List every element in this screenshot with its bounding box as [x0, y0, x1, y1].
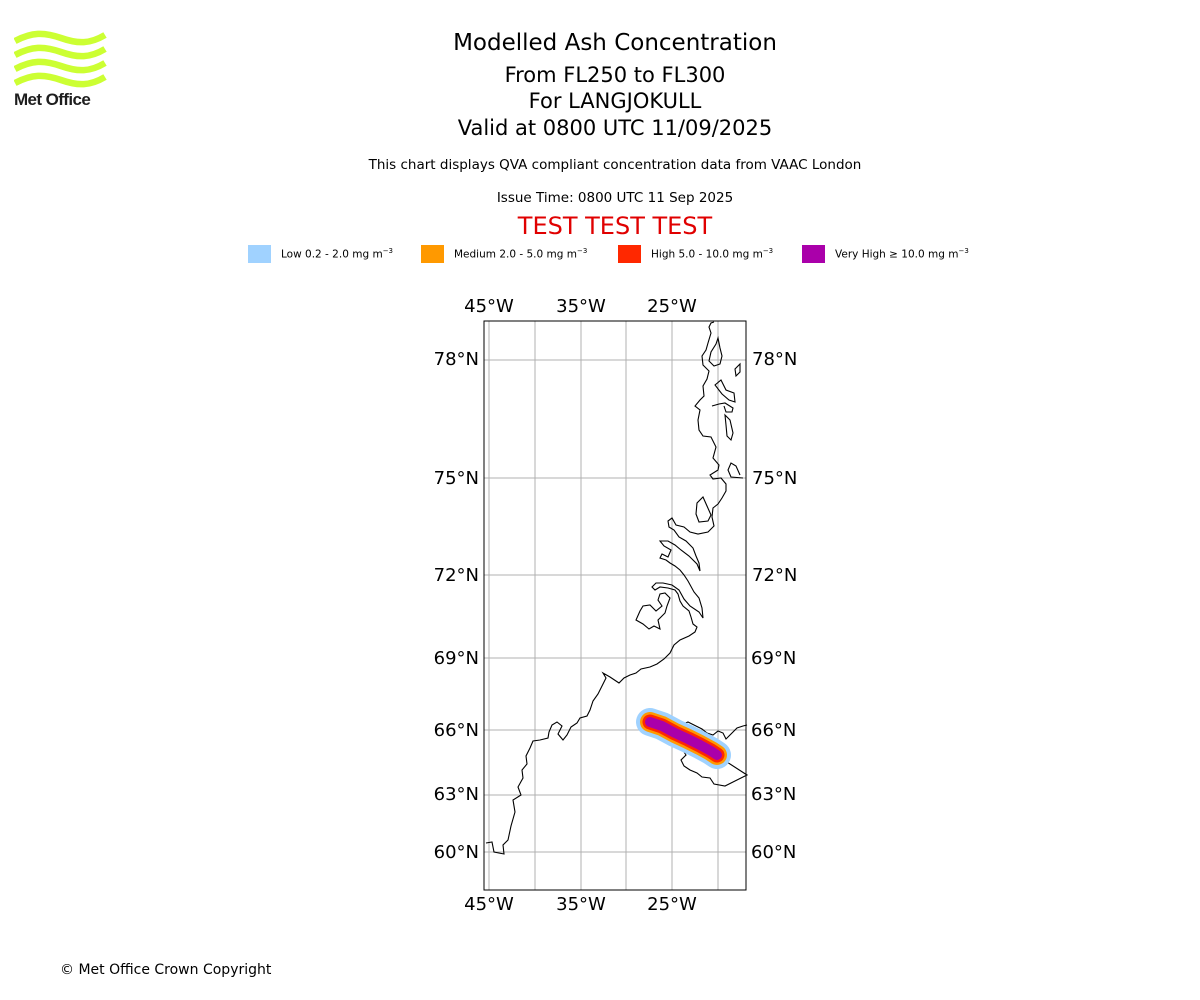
lat-label: 60°N — [751, 842, 796, 863]
legend-high-label: High 5.0 - 10.0 mg m−3 — [651, 246, 774, 261]
medium-swatch — [421, 244, 444, 263]
legend-low-label: Low 0.2 - 2.0 mg m−3 — [281, 246, 394, 261]
wave-logo-icon — [13, 30, 107, 88]
longitude-labels-top: 45°W 35°W 25°W — [464, 296, 697, 317]
lat-label: 63°N — [751, 784, 796, 805]
logo-wave — [13, 72, 107, 88]
coastline — [485, 321, 749, 855]
island-7 — [635, 592, 671, 631]
chart-description: This chart displays QVA compliant concen… — [368, 157, 862, 173]
chart-title: Modelled Ash Concentration — [453, 30, 777, 56]
legend-very-high-label: Very High ≥ 10.0 mg m−3 — [835, 246, 969, 261]
lon-label: 45°W — [464, 894, 514, 915]
greenland-east-coastline — [727, 462, 744, 479]
lat-label: 72°N — [752, 565, 797, 586]
latitude-labels-right: 78°N 75°N 72°N 69°N 66°N 63°N 60°N — [751, 349, 797, 863]
legend-very-high: Very High ≥ 10.0 mg m−3 — [802, 244, 969, 263]
island-3 — [714, 379, 736, 403]
issue-time: Issue Time: 0800 UTC 11 Sep 2025 — [496, 190, 734, 206]
flight-levels: From FL250 to FL300 — [504, 63, 726, 87]
ash-plume — [636, 708, 731, 769]
lat-label: 78°N — [752, 349, 797, 370]
legend-high: High 5.0 - 10.0 mg m−3 — [618, 244, 773, 263]
lat-label: 69°N — [751, 648, 796, 669]
longitude-labels-bottom: 45°W 35°W 25°W — [464, 894, 697, 915]
lat-label: 72°N — [434, 565, 479, 586]
lat-label: 60°N — [434, 842, 479, 863]
island-2 — [724, 413, 734, 442]
lon-label: 35°W — [556, 894, 606, 915]
logo-wave — [13, 58, 107, 74]
copyright: © Met Office Crown Copyright — [60, 962, 272, 978]
legend-medium-label: Medium 2.0 - 5.0 mg m−3 — [454, 246, 588, 261]
island-1 — [711, 402, 734, 413]
logo-wave — [13, 30, 107, 46]
island-4 — [734, 362, 741, 378]
gridlines — [484, 321, 746, 890]
high-swatch — [618, 244, 641, 263]
volcano-name: For LANGJOKULL — [528, 89, 702, 113]
legend-low: Low 0.2 - 2.0 mg m−3 — [248, 244, 393, 263]
greenland-coastline — [485, 321, 727, 855]
very-high-swatch — [802, 244, 825, 263]
island-5 — [708, 335, 723, 367]
plume-very-high — [645, 717, 722, 760]
lat-label: 66°N — [751, 720, 796, 741]
met-office-logo: Met Office — [13, 30, 109, 112]
lat-label: 66°N — [434, 720, 479, 741]
lat-label: 78°N — [434, 349, 479, 370]
lon-label: 45°W — [464, 296, 514, 317]
lat-label: 75°N — [434, 468, 479, 489]
map-frame — [483, 320, 747, 891]
lat-label: 63°N — [434, 784, 479, 805]
lon-label: 25°W — [647, 894, 697, 915]
lon-label: 35°W — [556, 296, 606, 317]
legend-medium: Medium 2.0 - 5.0 mg m−3 — [421, 244, 587, 263]
logo-text: Met Office — [14, 90, 91, 109]
lat-label: 75°N — [752, 468, 797, 489]
valid-time: Valid at 0800 UTC 11/09/2025 — [457, 116, 773, 140]
latitude-labels-left: 78°N 75°N 72°N 69°N 66°N 63°N 60°N — [434, 349, 479, 863]
logo-wave — [13, 44, 107, 60]
lat-label: 69°N — [434, 648, 479, 669]
island-6 — [695, 496, 712, 523]
lon-label: 25°W — [647, 296, 697, 317]
test-banner: TEST TEST TEST — [517, 212, 713, 240]
low-swatch — [248, 244, 271, 263]
